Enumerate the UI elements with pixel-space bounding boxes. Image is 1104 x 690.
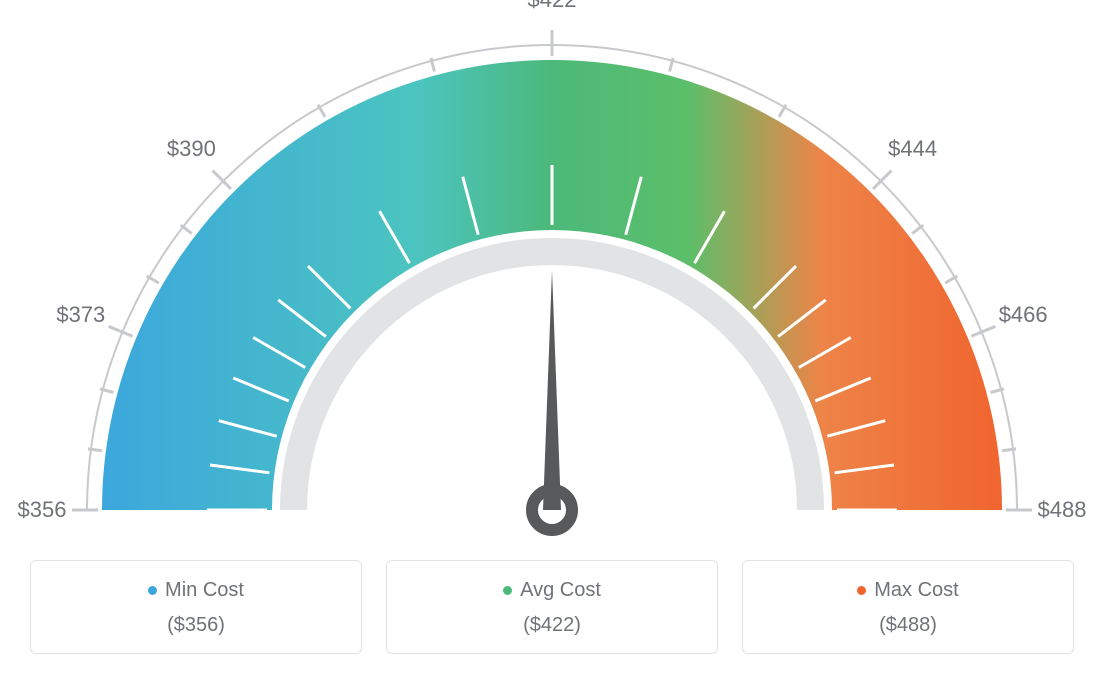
legend-value-min: ($356) xyxy=(41,614,351,637)
legend: Min Cost ($356) Avg Cost ($422) Max Cost… xyxy=(0,560,1104,684)
legend-value-max: ($488) xyxy=(753,614,1063,637)
legend-title-avg: Avg Cost xyxy=(503,579,601,602)
legend-box-avg: Avg Cost ($422) xyxy=(386,560,718,654)
legend-label-min: Min Cost xyxy=(165,579,244,602)
legend-box-min: Min Cost ($356) xyxy=(30,560,362,654)
legend-box-max: Max Cost ($488) xyxy=(742,560,1074,654)
legend-label-max: Max Cost xyxy=(874,579,958,602)
gauge-tick-label: $390 xyxy=(167,136,216,162)
gauge-tick-label: $356 xyxy=(18,497,67,523)
legend-dot-max xyxy=(857,586,866,595)
legend-label-avg: Avg Cost xyxy=(520,579,601,602)
legend-dot-min xyxy=(148,586,157,595)
legend-title-min: Min Cost xyxy=(148,579,244,602)
gauge-chart: $356 $373 $390 $422 $444 $466 $488 xyxy=(0,0,1104,560)
gauge-tick-label: $444 xyxy=(888,136,937,162)
gauge-tick-label: $422 xyxy=(528,0,577,13)
gauge-tick-label: $373 xyxy=(56,302,105,328)
gauge-tick-label: $488 xyxy=(1038,497,1087,523)
legend-title-max: Max Cost xyxy=(857,579,958,602)
legend-value-avg: ($422) xyxy=(397,614,707,637)
gauge-svg xyxy=(0,0,1104,560)
legend-dot-avg xyxy=(503,586,512,595)
gauge-tick-label: $466 xyxy=(999,302,1048,328)
